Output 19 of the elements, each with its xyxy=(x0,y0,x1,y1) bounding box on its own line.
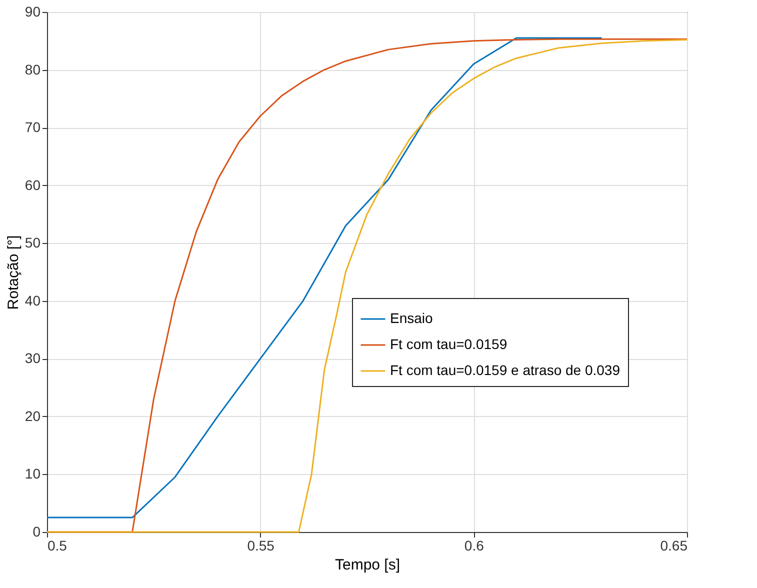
y-tick-label: 10 xyxy=(24,466,41,482)
legend-label: Ensaio xyxy=(390,310,434,326)
y-tick-label: 80 xyxy=(24,61,41,78)
y-tick-label: 30 xyxy=(24,350,41,366)
x-tick-label: 0.55 xyxy=(247,538,275,554)
x-tick-label: 0.6 xyxy=(464,538,484,554)
y-tick-label: 60 xyxy=(24,176,41,193)
y-axis-title: Rotação [°] xyxy=(4,235,22,310)
y-tick-label: 0 xyxy=(32,524,41,540)
y-tick-label: 50 xyxy=(24,234,41,251)
x-tick-label: 0.5 xyxy=(48,538,68,554)
legend-label: Ft com tau=0.0159 e atraso de 0.039 xyxy=(390,362,620,378)
x-axis-title: Tempo [s] xyxy=(334,556,400,574)
legend-label: Ft com tau=0.0159 xyxy=(390,336,508,352)
y-tick-label: 90 xyxy=(24,4,41,20)
y-tick-label: 70 xyxy=(24,119,41,136)
y-tick-label: 20 xyxy=(24,408,41,424)
x-tick-label: 0.65 xyxy=(660,538,688,554)
y-tick-label: 40 xyxy=(24,292,41,308)
